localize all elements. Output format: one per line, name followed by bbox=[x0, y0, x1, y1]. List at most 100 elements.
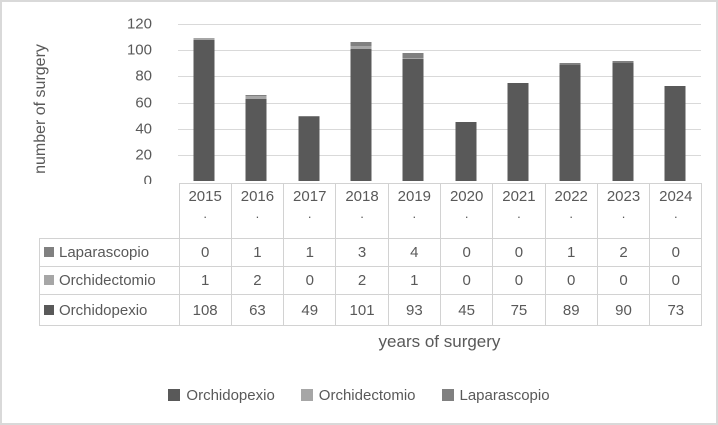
y-axis-title: number of surgery bbox=[32, 44, 49, 174]
bar-stack bbox=[402, 52, 424, 181]
bar-segment-orchidopexio bbox=[612, 63, 634, 181]
y-tick-label: 80 bbox=[135, 67, 152, 85]
table-year-header: 2019. bbox=[387, 183, 441, 239]
legend-label: Orchidectomio bbox=[318, 386, 416, 404]
bar-segment-orchidectomio bbox=[402, 58, 424, 60]
table-year-header: 2018. bbox=[335, 183, 389, 239]
table-row: Laparascopio 0 1 1 3 4 0 0 1 2 0 bbox=[39, 238, 703, 267]
gridline bbox=[178, 24, 701, 25]
year-label: 2019 bbox=[397, 188, 432, 205]
bar-stack bbox=[559, 63, 581, 181]
table-row: Orchidectomio 1 2 0 2 1 0 0 0 0 0 bbox=[39, 266, 703, 295]
year-label: 2021 bbox=[502, 188, 536, 205]
table-value-cell: 93 bbox=[387, 294, 441, 326]
table-value-cell: 0 bbox=[492, 238, 546, 267]
table-value-cell: 0 bbox=[439, 238, 494, 267]
bar-column-2023 bbox=[596, 24, 648, 181]
year-label: 2022 bbox=[554, 188, 588, 205]
table-value-cell: 0 bbox=[649, 238, 703, 267]
gridline bbox=[178, 50, 701, 52]
table-value-cell: 75 bbox=[492, 294, 546, 326]
y-tick-label: 120 bbox=[126, 15, 152, 33]
bar-column-2016 bbox=[230, 24, 282, 181]
year-label: 2024 bbox=[659, 188, 693, 205]
year-label-suffix: . bbox=[307, 206, 312, 221]
gridline bbox=[178, 128, 701, 130]
table-year-header: 2023. bbox=[596, 183, 651, 239]
year-label: 2015 bbox=[188, 188, 222, 205]
bar-segment-orchidectomio bbox=[245, 95, 267, 99]
table-value-cell: 90 bbox=[596, 294, 651, 326]
series-row-label: Orchidectomio bbox=[39, 266, 180, 295]
table-value-cell: 49 bbox=[283, 294, 337, 326]
legend: Orchidopexio Orchidectomio Laparascopio bbox=[2, 384, 716, 406]
table-value-cell: 108 bbox=[178, 294, 232, 326]
table-year-header: 2022. bbox=[544, 183, 598, 239]
legend-item-orchidopexio: Orchidopexio bbox=[168, 387, 275, 404]
series-row-label: Orchidopexio bbox=[39, 294, 180, 326]
table-value-cell: 0 bbox=[492, 266, 546, 295]
year-label: 2016 bbox=[240, 188, 275, 205]
bar-segment-laparascopio bbox=[402, 52, 424, 59]
table-year-header: 2020. bbox=[439, 183, 494, 239]
table-value-cell: 73 bbox=[649, 294, 703, 326]
bar-column-2024 bbox=[649, 24, 701, 181]
table-year-header: 2017. bbox=[283, 183, 337, 239]
table-value-cell: 89 bbox=[544, 294, 598, 326]
x-axis-title: years of surgery bbox=[378, 332, 501, 351]
bar-segment-orchidopexio bbox=[350, 48, 372, 181]
table-year-header: 2024. bbox=[649, 183, 703, 239]
bar-segment-orchidectomio bbox=[350, 46, 372, 49]
data-table: 2015. 2016. 2017. 2018. 2019. 2020. 2021. 2022.… bbox=[39, 183, 703, 326]
table-value-cell: 2 bbox=[230, 266, 285, 295]
table-value-cell: 0 bbox=[283, 266, 337, 295]
bar-column-2021 bbox=[492, 24, 544, 181]
year-label-suffix: . bbox=[464, 206, 469, 221]
year-label-suffix: . bbox=[517, 206, 521, 221]
table-value-cell: 0 bbox=[596, 266, 651, 295]
legend-swatch-icon bbox=[300, 389, 313, 401]
year-label-suffix: . bbox=[203, 206, 207, 221]
year-label-suffix: . bbox=[674, 206, 678, 221]
table-value-cell: 1 bbox=[230, 238, 285, 267]
gridline bbox=[178, 154, 701, 156]
bar-segment-orchidopexio bbox=[402, 59, 424, 181]
year-label: 2020 bbox=[449, 188, 484, 205]
gridline bbox=[178, 102, 701, 104]
year-label-suffix: . bbox=[569, 206, 574, 221]
legend-swatch-icon bbox=[168, 389, 181, 401]
bar-stack bbox=[193, 38, 215, 181]
bar-segment-orchidopexio bbox=[455, 122, 477, 181]
bar-segment-orchidopexio bbox=[559, 64, 581, 181]
table-value-cell: 4 bbox=[387, 238, 441, 267]
bar-stack bbox=[664, 85, 686, 181]
table-value-cell: 0 bbox=[178, 238, 232, 267]
table-value-cell: 45 bbox=[439, 294, 494, 326]
table-value-cell: 3 bbox=[335, 238, 389, 267]
series-row-label: Laparascopio bbox=[39, 238, 180, 267]
year-label: 2023 bbox=[606, 188, 641, 205]
chart-data-table: 2015. 2016. 2017. 2018. 2019. 2020. 2021. 2022.… bbox=[39, 183, 703, 326]
legend-label: Laparascopio bbox=[459, 386, 550, 404]
year-label-suffix: . bbox=[360, 206, 364, 221]
legend-item-orchidectomio: Orchidectomio bbox=[300, 386, 416, 404]
year-label: 2017 bbox=[293, 188, 327, 205]
y-tick-label: 20 bbox=[135, 146, 152, 164]
bar-column-2018 bbox=[335, 24, 387, 181]
table-year-header: 2016. bbox=[230, 183, 285, 239]
bar-segment-orchidopexio bbox=[193, 39, 215, 181]
y-tick-label: 60 bbox=[135, 94, 152, 111]
table-value-cell: 2 bbox=[596, 238, 651, 267]
table-value-cell: 2 bbox=[335, 266, 389, 295]
bar-column-2022 bbox=[544, 24, 596, 181]
y-tick-label: 40 bbox=[135, 120, 152, 138]
year-label-suffix: . bbox=[621, 206, 626, 221]
bar-stack bbox=[455, 122, 477, 181]
table-corner-blank bbox=[39, 183, 179, 239]
table-row: Orchidopexio 108 63 49 101 93 45 75 89 90 73 bbox=[39, 294, 703, 326]
table-value-cell: 63 bbox=[230, 294, 285, 326]
table-value-cell: 0 bbox=[544, 266, 598, 295]
table-value-cell: 101 bbox=[335, 294, 389, 326]
bar-segment-laparascopio bbox=[350, 42, 372, 47]
